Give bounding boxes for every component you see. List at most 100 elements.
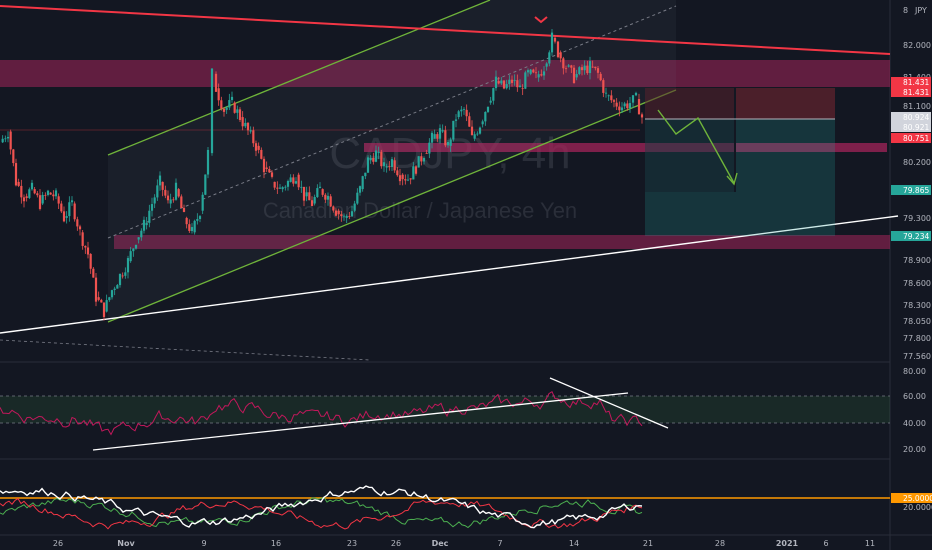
candle-body xyxy=(254,143,258,151)
dmi-panel[interactable] xyxy=(0,485,890,530)
candle-body xyxy=(449,139,452,146)
time-tick-label: 26 xyxy=(391,539,401,548)
candle-body xyxy=(385,166,388,168)
resistance-zone[interactable] xyxy=(0,60,890,87)
candle-body xyxy=(222,108,226,112)
candle-body xyxy=(262,158,266,173)
candle-body xyxy=(241,117,244,127)
candle-body xyxy=(169,199,172,204)
adx-line[interactable] xyxy=(0,485,643,529)
price-tick-label: 82.000 xyxy=(903,41,931,50)
candle-body xyxy=(513,80,516,82)
candle-body xyxy=(132,248,135,252)
candle-body xyxy=(174,182,178,200)
candle-body xyxy=(246,122,250,131)
candle-body xyxy=(217,88,220,101)
candle-body xyxy=(620,107,624,111)
candle-body xyxy=(380,151,383,167)
candle-body xyxy=(158,175,162,186)
candle-body xyxy=(286,181,290,187)
candle-body xyxy=(414,166,418,174)
candle-body xyxy=(30,182,34,190)
candle-body xyxy=(94,277,98,302)
candle-body xyxy=(196,218,199,221)
candle-body xyxy=(438,128,442,139)
candle-body xyxy=(326,195,330,200)
candle-body xyxy=(430,132,434,143)
candle-body xyxy=(172,199,175,201)
candles-layer[interactable] xyxy=(1,29,644,321)
di-plus-line[interactable] xyxy=(0,496,643,529)
di-minus-line[interactable] xyxy=(0,497,643,530)
candle-body xyxy=(342,215,346,217)
short-inner-zone xyxy=(645,88,735,192)
candle-body xyxy=(602,80,605,93)
candle-body xyxy=(612,100,616,102)
rsi-tick-label: 40.00 xyxy=(903,419,926,428)
candle-body xyxy=(332,206,335,211)
candle-body xyxy=(289,177,292,182)
price-tag-label: 79.234 xyxy=(903,232,929,241)
time-tick-label: Nov xyxy=(117,539,135,548)
candle-body xyxy=(425,153,428,154)
short-target-zone[interactable] xyxy=(645,119,835,236)
candle-body xyxy=(626,103,629,109)
candle-body xyxy=(110,290,114,298)
price-tick-label: 78.050 xyxy=(903,317,931,326)
candle-body xyxy=(610,95,613,101)
candle-body xyxy=(46,190,50,195)
ascending-trendline[interactable] xyxy=(0,215,899,334)
projected-path[interactable] xyxy=(657,109,735,184)
rsi-trendline[interactable] xyxy=(92,392,629,451)
short-stop-zone[interactable] xyxy=(645,88,835,119)
candle-body xyxy=(76,219,79,227)
price-tick-label: 78.600 xyxy=(903,279,931,288)
price-tag xyxy=(891,77,931,87)
candle-body xyxy=(497,81,500,84)
candle-body xyxy=(542,71,546,76)
channel-lower-line[interactable] xyxy=(107,89,677,323)
candle-body xyxy=(6,136,10,139)
candle-body xyxy=(361,176,364,190)
price-tag-label: 81.431 xyxy=(903,88,929,97)
candle-body xyxy=(369,157,372,161)
price-tag xyxy=(891,122,931,132)
candle-body xyxy=(204,174,207,195)
candle-body xyxy=(49,192,52,195)
time-axis[interactable]: 26 Nov 9 16 23 26 Dec 7 14 21 28 2021 6 11 xyxy=(53,539,875,548)
price-tag xyxy=(891,133,931,143)
channel-upper-line[interactable] xyxy=(107,0,491,156)
candle-body xyxy=(318,186,322,189)
candle-body xyxy=(210,68,214,154)
rsi-line[interactable] xyxy=(0,390,643,436)
candle-body xyxy=(337,210,340,215)
candle-body xyxy=(188,224,191,231)
candle-body xyxy=(594,66,597,69)
candle-body xyxy=(252,130,255,144)
mid-zone[interactable] xyxy=(364,143,887,152)
descending-trendline[interactable] xyxy=(0,5,891,55)
candle-body xyxy=(73,203,76,220)
candle-body xyxy=(599,73,602,81)
candle-body xyxy=(340,214,343,217)
time-tick-label: 11 xyxy=(865,539,875,548)
candle-body xyxy=(126,258,130,273)
candle-body xyxy=(257,145,260,150)
candle-body xyxy=(567,65,570,67)
candle-body xyxy=(457,111,460,118)
candle-body xyxy=(390,159,394,167)
candle-body xyxy=(521,88,524,90)
rsi-panel[interactable] xyxy=(0,377,890,451)
support-zone[interactable] xyxy=(114,235,890,249)
candle-body xyxy=(401,174,404,180)
candle-body xyxy=(230,96,234,101)
rsi-downtrend-line[interactable] xyxy=(549,377,669,429)
candle-body xyxy=(478,127,482,134)
candle-body xyxy=(334,210,338,216)
rsi-band xyxy=(0,396,890,423)
candle-body xyxy=(409,178,412,180)
candle-body xyxy=(57,196,60,204)
candle-body xyxy=(470,126,474,135)
